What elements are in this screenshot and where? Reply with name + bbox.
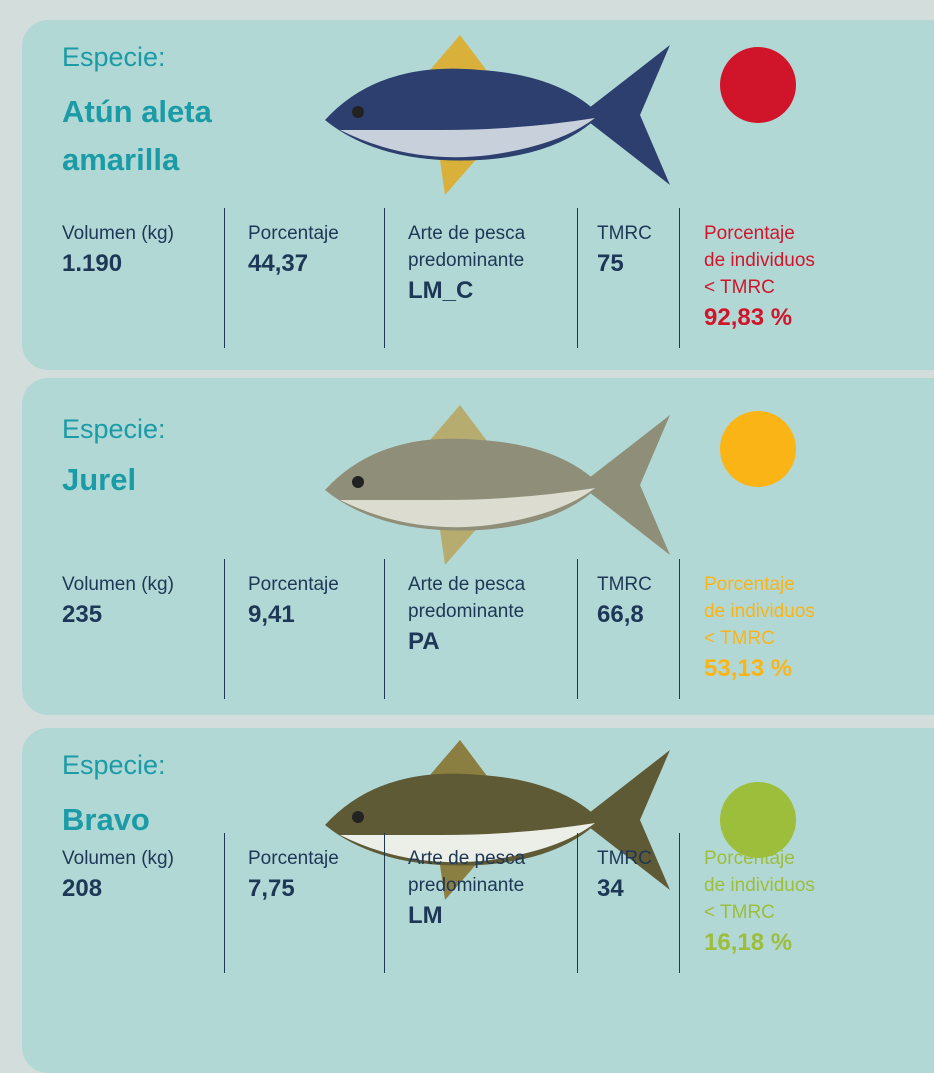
fish-illustration [325,35,670,195]
percentage-value: 44,37 [248,250,309,277]
fishing-gear-label: Arte de pesca [408,574,526,595]
fishing-gear-label: Arte de pesca [408,223,526,244]
percentage-value: 9,41 [248,601,295,628]
species-card: Especie: Atún aleta amarilla Volumen (kg)… [22,20,934,370]
status-dot [720,411,796,487]
percentage: Porcentaje 9,41 [248,571,339,632]
fishing-gear: Arte de pesca predominante PA [408,571,525,659]
fishing-gear-label: predominante [408,601,525,622]
below-tmrc-label: de individuos [704,601,815,622]
column-divider [679,559,680,699]
below-tmrc-label: de individuos [704,250,815,271]
fishing-gear-value: PA [408,628,440,655]
tmrc: TMRC 66,8 [597,571,652,632]
column-divider [679,833,680,973]
species-label: Especie: [62,42,166,72]
species-card: Especie: Jurel Volumen (kg) 235 Porcentaje 9… [22,378,934,715]
percentage-value: 7,75 [248,875,295,902]
tmrc-value: 34 [597,875,624,902]
below-tmrc-value: 92,83 % [704,304,793,331]
fishing-gear-label: predominante [408,250,525,271]
below-tmrc-label: < TMRC [704,902,775,923]
column-divider [679,208,680,348]
column-divider [384,559,385,699]
volume: Volumen (kg) 235 [62,571,174,632]
below-tmrc-label: Porcentaje [704,223,795,244]
column-divider [577,208,578,348]
fishing-gear-value: LM_C [408,277,474,304]
column-divider [224,833,225,973]
percentage: Porcentaje 7,75 [248,845,339,906]
tmrc-value: 66,8 [597,601,644,628]
below-tmrc-label: Porcentaje [704,574,795,595]
species-label: Especie: [62,414,166,444]
percentage-label: Porcentaje [248,848,339,869]
volume-label: Volumen (kg) [62,848,174,869]
volume: Volumen (kg) 208 [62,845,174,906]
column-divider [224,208,225,348]
percentage-label: Porcentaje [248,574,339,595]
percentage: Porcentaje 44,37 [248,220,339,281]
tmrc-label: TMRC [597,223,652,244]
volume-label: Volumen (kg) [62,574,174,595]
species-card: Especie: Bravo Volumen (kg) 208 Porcentaje 7… [22,728,934,1073]
column-divider [577,833,578,973]
below-tmrc: Porcentaje de individuos < TMRC 16,18 % [704,845,815,960]
tmrc: TMRC 34 [597,845,652,906]
volume-value: 208 [62,875,103,902]
volume-value: 1.190 [62,250,123,277]
tmrc-value: 75 [597,250,624,277]
fishing-gear: Arte de pesca predominante LM [408,845,525,933]
below-tmrc-label: de individuos [704,875,815,896]
volume: Volumen (kg) 1.190 [62,220,174,281]
tmrc-label: TMRC [597,574,652,595]
volume-value: 235 [62,601,103,628]
species-name: Atún aleta amarilla [62,94,212,177]
below-tmrc-label: < TMRC [704,628,775,649]
fishing-gear: Arte de pesca predominante LM_C [408,220,525,308]
column-divider [384,208,385,348]
below-tmrc: Porcentaje de individuos < TMRC 92,83 % [704,220,815,335]
below-tmrc-value: 53,13 % [704,655,793,682]
tmrc-label: TMRC [597,848,652,869]
below-tmrc-label: < TMRC [704,277,775,298]
fish-illustration [325,405,670,565]
volume-label: Volumen (kg) [62,223,174,244]
column-divider [577,559,578,699]
column-divider [224,559,225,699]
status-dot [720,47,796,123]
fishing-gear-value: LM [408,902,443,929]
column-divider [384,833,385,973]
percentage-label: Porcentaje [248,223,339,244]
species-name: Jurel [62,462,137,497]
fish-illustration [325,740,670,900]
below-tmrc: Porcentaje de individuos < TMRC 53,13 % [704,571,815,686]
fishing-gear-label: Arte de pesca [408,848,526,869]
species-label: Especie: [62,750,166,780]
species-name: Bravo [62,802,150,837]
fishing-gear-label: predominante [408,875,525,896]
below-tmrc-value: 16,18 % [704,929,793,956]
tmrc: TMRC 75 [597,220,652,281]
below-tmrc-label: Porcentaje [704,848,795,869]
status-dot [720,782,796,858]
